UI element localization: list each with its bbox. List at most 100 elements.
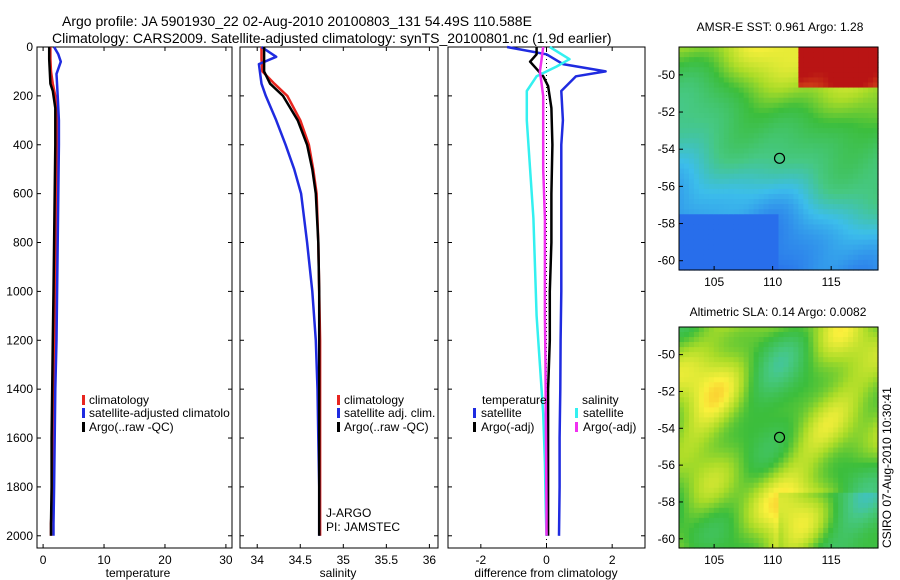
heatmap-cell bbox=[708, 422, 715, 429]
heatmap-cell bbox=[838, 254, 844, 261]
heatmap-cell bbox=[688, 487, 695, 494]
heatmap-cell bbox=[773, 357, 780, 363]
heatmap-cell bbox=[873, 102, 879, 109]
heatmap-cell bbox=[758, 347, 765, 353]
heatmap-cell bbox=[798, 417, 804, 424]
heatmap-cell bbox=[783, 57, 790, 63]
heatmap-cell bbox=[713, 432, 720, 439]
heatmap-cell bbox=[798, 407, 804, 413]
heatmap-cell bbox=[758, 532, 765, 539]
heatmap-cell bbox=[763, 347, 770, 353]
heatmap-cell bbox=[723, 482, 730, 489]
heatmap-cell bbox=[713, 117, 720, 124]
heatmap-cell bbox=[753, 158, 760, 165]
heatmap-cell bbox=[679, 128, 685, 134]
heatmap-cell bbox=[793, 178, 799, 185]
temperature-xlabel: temperature bbox=[106, 566, 171, 580]
heatmap-cell bbox=[848, 407, 854, 413]
heatmap-cell bbox=[703, 467, 710, 474]
heatmap-cell bbox=[788, 397, 795, 403]
heatmap-cell bbox=[838, 457, 844, 464]
heatmap-cell bbox=[768, 417, 775, 424]
heatmap-cell bbox=[679, 497, 685, 504]
heatmap-cell bbox=[863, 67, 869, 73]
heatmap-cell bbox=[723, 204, 730, 210]
heatmap-cell bbox=[798, 168, 804, 175]
heatmap-cell bbox=[703, 487, 710, 494]
heatmap-cell bbox=[808, 62, 814, 68]
heatmap-cell bbox=[783, 477, 790, 484]
heatmap-cell bbox=[858, 244, 864, 251]
heatmap-cell bbox=[679, 427, 685, 434]
heatmap-cell bbox=[848, 82, 854, 89]
heatmap-cell bbox=[718, 249, 725, 256]
heatmap-cell bbox=[828, 362, 834, 368]
heatmap-cell bbox=[783, 133, 790, 139]
heatmap-cell bbox=[828, 417, 834, 424]
heatmap-cell bbox=[788, 492, 795, 499]
heatmap-cell bbox=[743, 527, 750, 534]
heatmap-cell bbox=[773, 467, 780, 474]
heatmap-cell bbox=[778, 77, 785, 84]
heatmap-cell bbox=[703, 102, 710, 109]
heatmap-cell bbox=[848, 332, 854, 338]
heatmap-cell bbox=[803, 427, 809, 434]
heatmap-cell bbox=[848, 264, 854, 271]
heatmap-cell bbox=[788, 417, 795, 424]
heatmap-cell bbox=[788, 372, 795, 378]
heatmap-cell bbox=[818, 168, 824, 175]
heatmap-cell bbox=[718, 112, 725, 119]
heatmap-cell bbox=[768, 143, 775, 149]
heatmap-cell bbox=[693, 477, 700, 484]
heatmap-cell bbox=[868, 219, 874, 225]
heatmap-cell bbox=[873, 92, 879, 99]
heatmap-cell bbox=[868, 477, 874, 484]
heatmap-cell bbox=[713, 128, 720, 134]
heatmap-cell bbox=[768, 117, 775, 124]
heatmap-cell bbox=[683, 214, 690, 220]
heatmap-cell bbox=[688, 168, 695, 175]
heatmap-cell bbox=[823, 77, 829, 84]
heatmap-cell bbox=[703, 362, 710, 368]
heatmap-cell bbox=[873, 537, 879, 544]
heatmap-cell bbox=[798, 87, 804, 94]
heatmap-cell bbox=[718, 432, 725, 439]
heatmap-cell bbox=[858, 467, 864, 474]
heatmap-cell bbox=[743, 153, 750, 160]
heatmap-cell bbox=[823, 107, 829, 114]
heatmap-cell bbox=[853, 173, 859, 180]
heatmap-cell bbox=[843, 204, 849, 210]
heatmap-cell bbox=[679, 447, 685, 454]
heatmap-cell bbox=[758, 82, 765, 89]
heatmap-cell bbox=[768, 347, 775, 353]
heatmap-cell bbox=[803, 367, 809, 373]
heatmap-cell bbox=[748, 332, 755, 338]
heatmap-cell bbox=[783, 357, 790, 363]
heatmap-cell bbox=[743, 502, 750, 509]
heatmap-cell bbox=[708, 229, 715, 236]
heatmap-cell bbox=[738, 259, 745, 266]
heatmap-cell bbox=[778, 417, 785, 424]
heatmap-cell bbox=[803, 47, 809, 53]
heatmap-cell bbox=[833, 387, 839, 393]
heatmap-cell bbox=[813, 507, 819, 514]
heatmap-cell bbox=[868, 193, 874, 200]
heatmap-cell bbox=[683, 168, 690, 175]
heatmap-cell bbox=[738, 482, 745, 489]
heatmap-cell bbox=[813, 457, 819, 464]
heatmap-cell bbox=[823, 447, 829, 454]
heatmap-cell bbox=[818, 457, 824, 464]
heatmap-cell bbox=[848, 402, 854, 408]
heatmap-cell bbox=[698, 447, 705, 454]
heatmap-cell bbox=[803, 422, 809, 429]
heatmap-cell bbox=[748, 507, 755, 514]
heatmap-cell bbox=[853, 249, 859, 256]
heatmap-cell bbox=[818, 452, 824, 459]
heatmap-cell bbox=[843, 123, 849, 129]
heatmap-cell bbox=[798, 512, 804, 519]
heatmap-cell bbox=[748, 427, 755, 434]
heatmap-cell bbox=[803, 397, 809, 403]
heatmap-cell bbox=[763, 87, 770, 94]
heatmap-cell bbox=[863, 229, 869, 236]
heatmap-cell bbox=[773, 502, 780, 509]
